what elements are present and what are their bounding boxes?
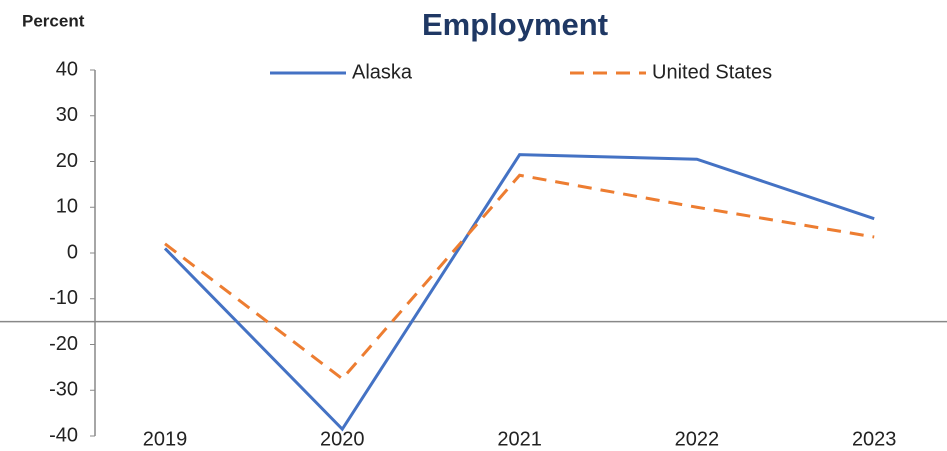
series-line <box>164 173 875 381</box>
y-tick-label: 20 <box>56 150 78 172</box>
legend-label: United States <box>652 61 772 83</box>
y-tick-label: -40 <box>49 424 78 446</box>
x-tick-label: 2023 <box>852 428 897 450</box>
y-tick-label: 30 <box>56 104 78 126</box>
y-tick-label: -10 <box>49 287 78 309</box>
x-tick-label: 2021 <box>497 428 542 450</box>
series-line <box>163 153 875 432</box>
y-tick-label: 10 <box>56 196 78 218</box>
x-tick-label: 2019 <box>143 428 188 450</box>
chart-title: Employment <box>422 7 608 42</box>
legend-label: Alaska <box>352 61 413 83</box>
y-tick-label: 40 <box>56 58 78 80</box>
y-tick-label: -30 <box>49 379 78 401</box>
x-tick-label: 2020 <box>320 428 365 450</box>
y-axis-label: Percent <box>22 11 85 30</box>
y-tick-label: 0 <box>67 241 78 263</box>
x-tick-label: 2022 <box>675 428 720 450</box>
y-tick-label: -20 <box>49 333 78 355</box>
